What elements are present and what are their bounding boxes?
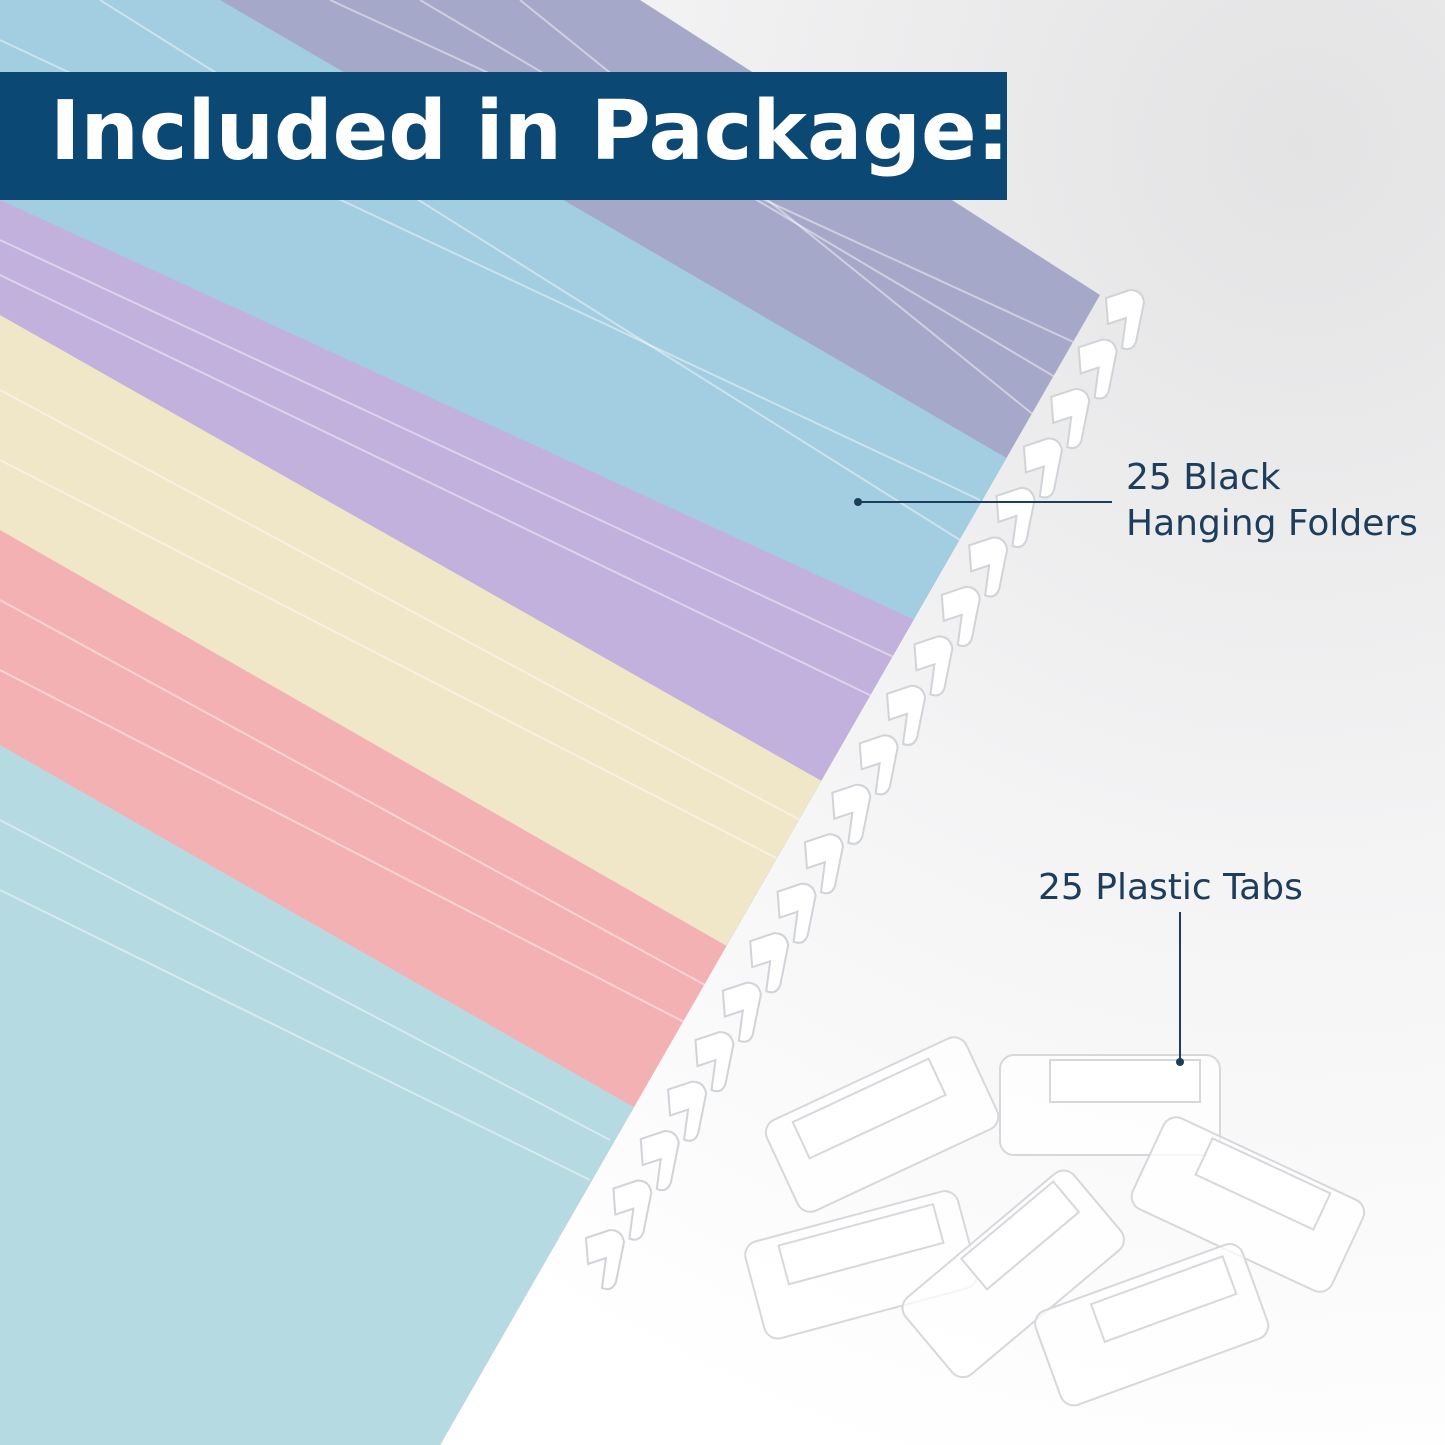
folder-hook <box>803 833 844 895</box>
folder-hook <box>694 1031 735 1093</box>
folder-hook <box>940 585 981 647</box>
folder-hook <box>639 1130 680 1192</box>
folder-hook <box>1050 387 1091 450</box>
folder-edge-lines <box>0 0 1080 1180</box>
folder-hook <box>1104 288 1146 351</box>
plastic-tabs-pile <box>744 1036 1366 1407</box>
folder-band-teal <box>0 745 1100 1445</box>
folder-hook <box>612 1179 653 1241</box>
tabs-callout: 25 Plastic Tabs <box>1038 867 1303 908</box>
folder-hook <box>721 981 762 1043</box>
title-banner: Included in Package: <box>0 72 1010 200</box>
folder-hook <box>1077 338 1118 400</box>
folder-hook <box>858 734 899 796</box>
folders-callout-line1: 25 Black <box>1126 457 1281 498</box>
tabs-callout-leader <box>1176 912 1184 1066</box>
folder-hook <box>749 932 790 994</box>
folder-hook <box>885 684 927 746</box>
folders-callout: 25 Black Hanging Folders <box>1126 455 1418 547</box>
folder-hook <box>667 1080 708 1142</box>
folder-hook <box>968 536 1009 598</box>
folder-hook <box>831 783 872 845</box>
folder-hook <box>584 1228 626 1291</box>
folders-callout-line2: Hanging Folders <box>1126 503 1418 544</box>
folders-callout-leader <box>854 498 1112 506</box>
folder-hook <box>776 882 817 944</box>
folder-hook <box>995 486 1036 549</box>
folder-hook <box>1022 437 1063 499</box>
folder-hook <box>913 635 954 697</box>
page-title: Included in Package: <box>50 84 1010 179</box>
